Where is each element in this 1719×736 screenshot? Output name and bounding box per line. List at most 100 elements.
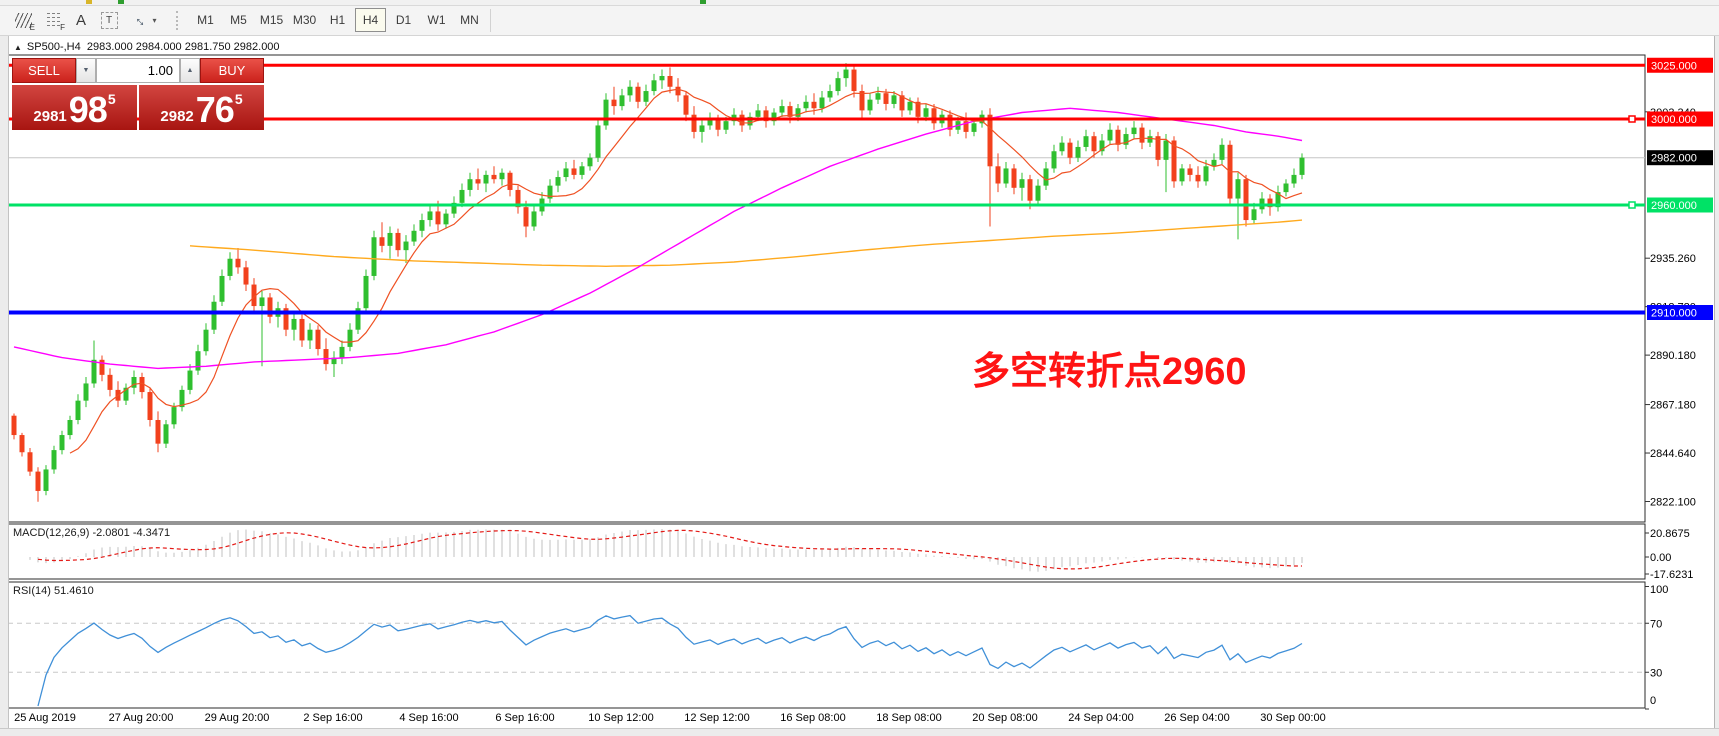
candle-body bbox=[1083, 136, 1089, 147]
volume-decrease-button[interactable]: ▼ bbox=[76, 58, 96, 83]
candle-body bbox=[195, 351, 201, 371]
text-label-tool-icon[interactable]: A bbox=[75, 11, 86, 29]
text-box-tool-icon[interactable]: T bbox=[96, 8, 122, 32]
timeframe-button-m5[interactable]: M5 bbox=[230, 13, 247, 27]
candle-body bbox=[1035, 185, 1041, 201]
timeframe-button-mn[interactable]: MN bbox=[460, 13, 479, 27]
macd-histogram bbox=[29, 529, 1303, 572]
candle-body bbox=[435, 211, 441, 225]
candle-body bbox=[1123, 134, 1129, 145]
candle-body bbox=[691, 114, 697, 132]
time-axis-label: 26 Sep 04:00 bbox=[1164, 712, 1229, 724]
candle-body bbox=[299, 318, 305, 341]
time-axis-label: 4 Sep 16:00 bbox=[399, 712, 458, 724]
rsi-line bbox=[37, 614, 1303, 707]
candle-body bbox=[595, 125, 601, 158]
price-tick-label: 2867.180 bbox=[1650, 400, 1696, 412]
candle-body bbox=[907, 101, 913, 111]
candle-body bbox=[403, 241, 409, 251]
candle-body bbox=[1219, 144, 1225, 160]
buy-price-box[interactable]: 2982 76 5 bbox=[139, 85, 264, 130]
candle-body bbox=[387, 232, 393, 246]
equidistant-channel-tool-icon[interactable]: E bbox=[10, 8, 36, 32]
price-tick-label: 2844.640 bbox=[1650, 448, 1696, 460]
candle-body bbox=[243, 267, 249, 285]
rsi-label: RSI(14) 51.4610 bbox=[13, 585, 94, 597]
candle-body bbox=[579, 166, 585, 175]
candle-body bbox=[555, 177, 561, 186]
candle-body bbox=[571, 168, 577, 175]
level-line-handle[interactable] bbox=[1628, 115, 1636, 123]
toolbar-separator bbox=[490, 9, 491, 32]
candle-body bbox=[1243, 179, 1249, 221]
timeframe-button-d1[interactable]: D1 bbox=[395, 13, 412, 27]
candle-body bbox=[1275, 192, 1281, 208]
candle-body bbox=[523, 207, 529, 227]
arrows-tool-icon[interactable]: ↔ ▾ bbox=[131, 9, 157, 31]
candle-body bbox=[499, 172, 505, 180]
candle-body bbox=[531, 211, 537, 227]
buy-price-main: 76 bbox=[195, 89, 235, 130]
price-badge bbox=[1647, 111, 1713, 127]
candle-body bbox=[75, 400, 81, 420]
price-tick-label: 2890.180 bbox=[1650, 350, 1696, 362]
candle-body bbox=[1099, 140, 1105, 152]
toolbar-grip[interactable] bbox=[176, 11, 181, 30]
candle-body bbox=[547, 185, 553, 199]
candle-body bbox=[515, 189, 521, 208]
timeframe-button-m1[interactable]: M1 bbox=[197, 13, 214, 27]
chart-symbol-title: SP500-,H4 bbox=[26, 41, 81, 53]
candle-body bbox=[331, 357, 337, 365]
ma-mid-line bbox=[13, 107, 1303, 370]
candle-body bbox=[803, 101, 809, 109]
candle-body bbox=[1195, 174, 1201, 182]
collapse-icon[interactable]: ▲ bbox=[14, 43, 22, 52]
candle-body bbox=[179, 389, 185, 408]
candle-body bbox=[395, 232, 401, 251]
volume-input[interactable]: 1.00 bbox=[96, 58, 180, 83]
candle-body bbox=[627, 86, 633, 96]
candle-body bbox=[11, 415, 17, 436]
timeframe-button-h1[interactable]: H1 bbox=[329, 13, 346, 27]
candle-body bbox=[483, 174, 489, 184]
chart-ohlc-values: 2983.000 2984.000 2981.750 2982.000 bbox=[86, 41, 280, 53]
time-axis-label: 27 Aug 20:00 bbox=[109, 712, 174, 724]
candle-body bbox=[1131, 127, 1137, 135]
level-line-handle[interactable] bbox=[1628, 201, 1636, 209]
candle-body bbox=[835, 78, 841, 92]
timeframe-button-w1[interactable]: W1 bbox=[427, 13, 446, 27]
price-panel bbox=[7, 54, 1646, 523]
timeframe-button-h4[interactable]: H4 bbox=[355, 8, 386, 32]
candle-body bbox=[755, 110, 761, 117]
candle-body bbox=[675, 86, 681, 96]
candle-body bbox=[747, 116, 753, 126]
candle-body bbox=[715, 119, 721, 130]
candle-body bbox=[787, 106, 793, 117]
candle-body bbox=[1299, 157, 1305, 175]
candle-body bbox=[827, 91, 833, 98]
candle-body bbox=[347, 329, 353, 347]
sell-price-box[interactable]: 2981 98 5 bbox=[12, 85, 137, 130]
rsi-axis-label: 0 bbox=[1650, 695, 1656, 707]
candle-body bbox=[619, 95, 625, 107]
time-axis-label: 12 Sep 12:00 bbox=[684, 712, 749, 724]
timeframe-button-m30[interactable]: M30 bbox=[292, 13, 317, 27]
rsi-axis-label: 70 bbox=[1650, 618, 1662, 630]
candle-body bbox=[891, 95, 897, 104]
macd-label: MACD(12,26,9) -2.0801 -4.3471 bbox=[13, 527, 171, 539]
candle-body bbox=[1067, 142, 1073, 158]
volume-increase-button[interactable]: ▲ bbox=[180, 58, 200, 83]
candle-body bbox=[219, 275, 225, 302]
candle-body bbox=[1059, 142, 1065, 152]
candle-body bbox=[795, 108, 801, 117]
window-bottom-edge bbox=[0, 728, 1719, 736]
candle-body bbox=[1235, 179, 1241, 199]
sell-button[interactable]: SELL bbox=[12, 58, 76, 83]
fibonacci-tool-icon[interactable]: F bbox=[40, 8, 66, 32]
buy-button[interactable]: BUY bbox=[200, 58, 264, 83]
candle-body bbox=[363, 275, 369, 309]
timeframe-button-m15[interactable]: M15 bbox=[259, 13, 284, 27]
candle-body bbox=[155, 420, 161, 444]
candle-body bbox=[931, 108, 937, 124]
